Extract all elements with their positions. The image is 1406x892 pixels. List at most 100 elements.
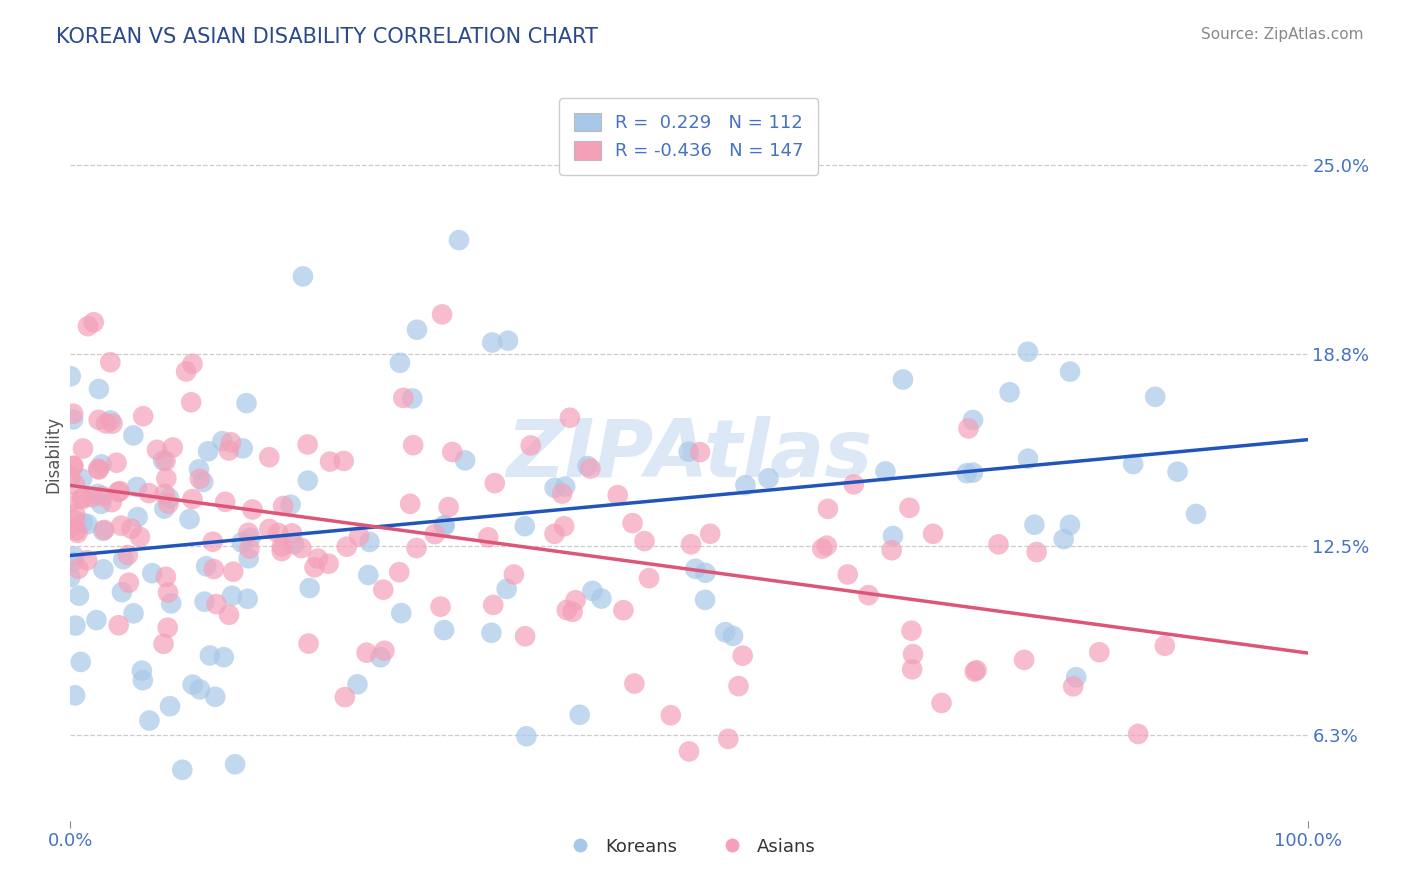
Point (392, 391, 415, 405)
Point (181, 357, 204, 371)
Point (576, 458, 599, 473)
Point (77, 319, 100, 334)
Point (1017, 451, 1039, 466)
Point (561, 605, 583, 619)
Point (59, 570, 82, 584)
Point (157, 491, 180, 506)
Point (519, 438, 541, 452)
Point (304, 560, 326, 574)
Point (155, 454, 177, 468)
Point (127, 510, 149, 524)
Point (389, 606, 412, 620)
Point (219, 435, 242, 450)
Point (62, 458, 84, 473)
Point (423, 527, 446, 541)
Point (236, 591, 259, 606)
Point (146, 442, 169, 457)
Point (551, 486, 574, 500)
Point (758, 471, 780, 485)
Point (156, 621, 179, 635)
Point (72, 516, 94, 530)
Point (235, 396, 257, 410)
Point (101, 495, 124, 509)
Point (901, 662, 924, 676)
Point (83, 315, 105, 329)
Point (108, 484, 131, 499)
Point (811, 541, 834, 556)
Point (62, 412, 84, 426)
Point (681, 537, 703, 551)
Point (63, 477, 86, 491)
Point (291, 269, 314, 284)
Point (270, 540, 292, 554)
Point (433, 518, 456, 533)
Point (891, 372, 914, 386)
Point (224, 757, 246, 772)
Point (1144, 390, 1167, 404)
Point (271, 499, 294, 513)
Point (731, 648, 754, 663)
Point (612, 603, 634, 617)
Point (120, 522, 142, 536)
Point (59, 495, 82, 509)
Point (633, 534, 655, 549)
Point (107, 618, 129, 632)
Point (998, 385, 1021, 400)
Point (721, 629, 744, 643)
Point (238, 525, 260, 540)
Point (162, 441, 184, 455)
Point (1062, 679, 1084, 693)
Point (882, 529, 904, 543)
Point (157, 497, 180, 511)
Point (80, 490, 103, 504)
Legend: Koreans, Asians: Koreans, Asians (555, 830, 823, 863)
Point (70, 492, 93, 507)
Point (1017, 344, 1039, 359)
Point (429, 599, 451, 614)
Point (319, 454, 342, 468)
Point (332, 454, 354, 468)
Point (678, 744, 700, 758)
Point (503, 567, 526, 582)
Point (105, 456, 128, 470)
Point (433, 623, 456, 637)
Point (155, 570, 177, 584)
Point (159, 699, 181, 714)
Text: ZIPAtlas: ZIPAtlas (506, 416, 872, 494)
Point (283, 537, 305, 551)
Point (1122, 457, 1144, 471)
Point (1059, 518, 1081, 533)
Point (259, 450, 281, 465)
Point (125, 480, 148, 494)
Point (100, 413, 122, 427)
Point (837, 567, 859, 582)
Point (270, 544, 292, 558)
Point (481, 625, 503, 640)
Point (94, 417, 117, 431)
Point (98, 355, 121, 369)
Point (346, 677, 368, 691)
Point (232, 442, 254, 456)
Point (65, 524, 87, 538)
Point (581, 583, 603, 598)
Point (1064, 670, 1087, 684)
Point (131, 664, 153, 678)
Point (221, 589, 243, 603)
Point (87, 382, 110, 396)
Point (298, 581, 321, 595)
Point (129, 530, 152, 544)
Point (963, 665, 986, 679)
Point (922, 526, 945, 541)
Point (568, 707, 591, 722)
Point (297, 437, 319, 451)
Point (87, 462, 110, 476)
Point (122, 428, 145, 442)
Point (193, 595, 215, 609)
Point (179, 512, 201, 526)
Point (717, 731, 740, 746)
Point (553, 519, 575, 533)
Point (181, 492, 204, 507)
Point (87, 487, 110, 501)
Point (93, 523, 115, 537)
Point (202, 562, 225, 576)
